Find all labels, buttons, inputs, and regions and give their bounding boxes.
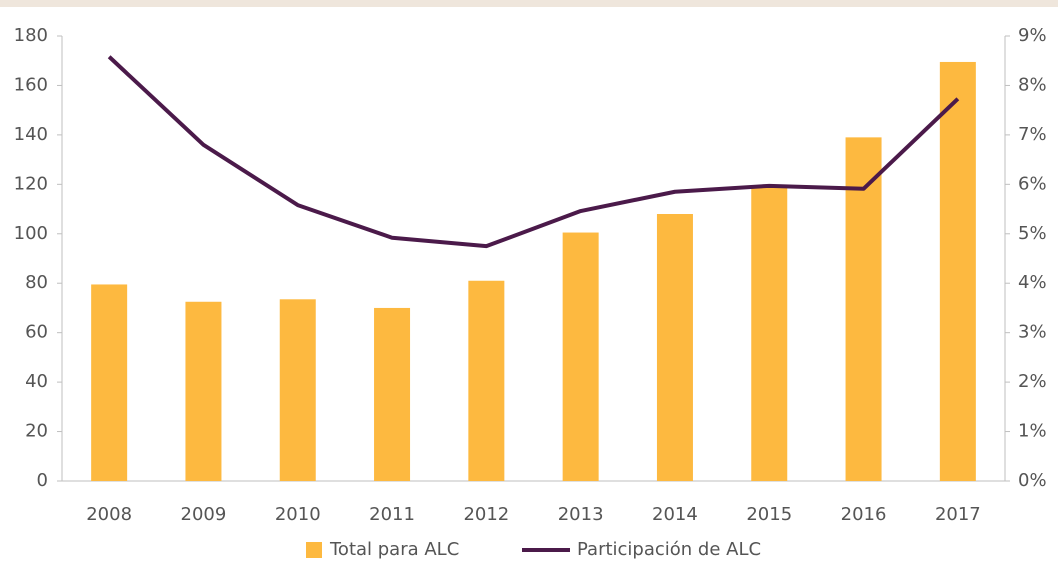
legend-label: Participación de ALC <box>577 539 761 560</box>
y2-tick-label: 3% <box>1018 322 1047 343</box>
bar <box>91 284 128 481</box>
y-tick-label: 140 <box>14 124 48 145</box>
y2-tick-label: 1% <box>1018 421 1047 442</box>
y2-tick-label: 9% <box>1018 25 1047 46</box>
bar <box>845 137 882 481</box>
legend-swatch <box>306 542 322 558</box>
x-tick-label: 2008 <box>86 504 132 525</box>
x-tick-label: 2014 <box>652 504 698 525</box>
y-tick-label: 80 <box>25 272 48 293</box>
bar <box>468 280 505 481</box>
x-tick-label: 2017 <box>935 504 981 525</box>
x-tick-label: 2009 <box>181 504 227 525</box>
bar <box>939 61 976 481</box>
y2-tick-label: 0% <box>1018 470 1047 491</box>
x-tick-label: 2016 <box>841 504 887 525</box>
y2-tick-label: 5% <box>1018 223 1047 244</box>
bar <box>562 232 599 481</box>
bar <box>279 299 316 481</box>
x-tick-label: 2011 <box>369 504 415 525</box>
top-band <box>0 0 1058 7</box>
y2-tick-label: 8% <box>1018 74 1047 95</box>
y-tick-label: 100 <box>14 223 48 244</box>
y-tick-label: 40 <box>25 371 48 392</box>
y-tick-label: 60 <box>25 322 48 343</box>
bar <box>656 214 693 481</box>
y2-tick-label: 6% <box>1018 173 1047 194</box>
x-tick-label: 2012 <box>463 504 509 525</box>
x-tick-label: 2015 <box>746 504 792 525</box>
y-tick-label: 0 <box>37 470 48 491</box>
y-tick-label: 160 <box>14 74 48 95</box>
x-tick-label: 2013 <box>558 504 604 525</box>
y2-tick-label: 4% <box>1018 272 1047 293</box>
y-tick-label: 180 <box>14 25 48 46</box>
line <box>107 55 960 249</box>
y2-tick-label: 7% <box>1018 124 1047 145</box>
y-tick-label: 20 <box>25 421 48 442</box>
bar <box>185 301 222 481</box>
bar <box>751 186 788 482</box>
legend-label: Total para ALC <box>329 539 459 560</box>
y2-tick-label: 2% <box>1018 371 1047 392</box>
y-tick-label: 120 <box>14 173 48 194</box>
bar <box>374 307 411 481</box>
x-tick-label: 2010 <box>275 504 321 525</box>
